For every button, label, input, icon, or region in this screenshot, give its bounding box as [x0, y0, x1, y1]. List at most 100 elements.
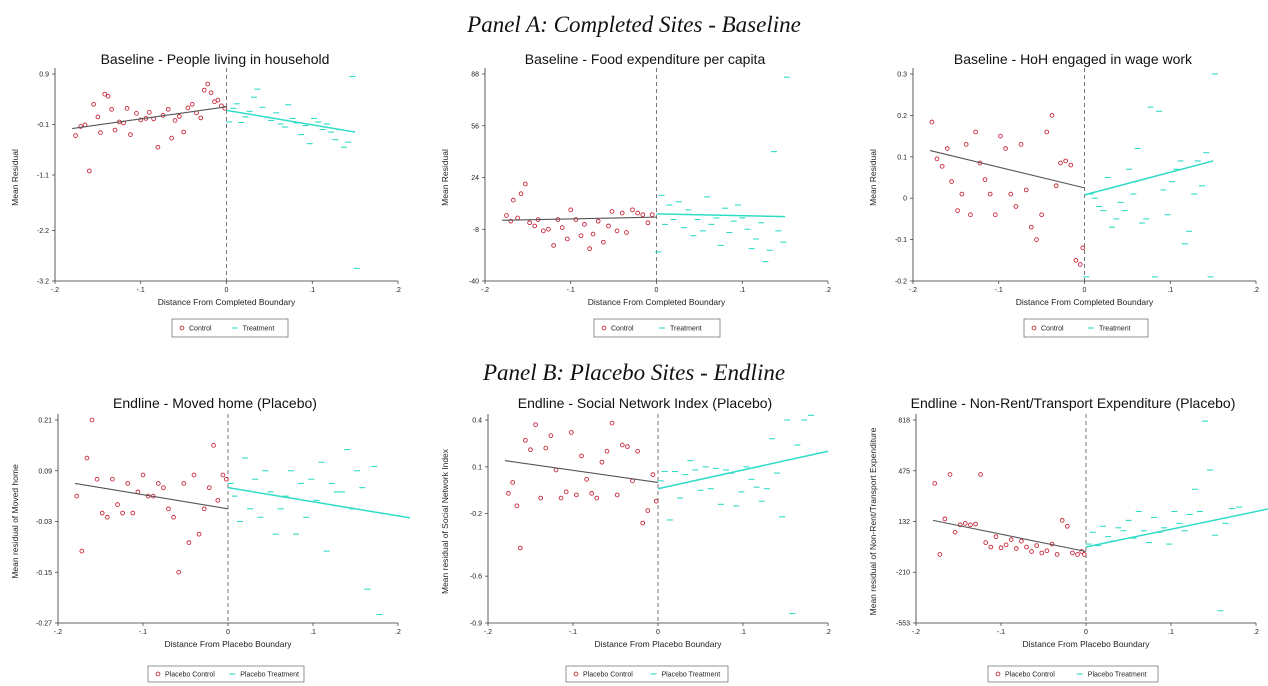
- c2-treatment-fit-line: [1084, 160, 1214, 196]
- c0-x-tick-label: .2: [395, 287, 401, 294]
- c5-control-point: [1039, 550, 1045, 556]
- c2-control-point: [987, 191, 993, 197]
- c1-control-point: [527, 220, 532, 226]
- c1-control-point: [515, 215, 520, 221]
- c5-legend: [987, 665, 1159, 683]
- c1-control-point: [590, 231, 596, 237]
- c2-control-point: [1080, 245, 1086, 251]
- c4-control-point: [553, 467, 559, 473]
- c2-control-point: [959, 191, 965, 197]
- c0-control-point: [105, 93, 111, 99]
- c1-y-tick-label: 88: [471, 72, 479, 79]
- c3-y-tick-label: -0.27: [36, 621, 52, 628]
- c5-control-point: [988, 544, 994, 550]
- c1-control-point: [587, 246, 592, 252]
- c2-x-label: Distance From Completed Boundary: [1016, 297, 1154, 307]
- c0-legend-treatment-label: Treatment: [243, 326, 275, 333]
- c5-control-point: [1054, 552, 1060, 557]
- c1-control-point: [614, 228, 620, 234]
- c3-x-tick-label: 0: [226, 629, 230, 636]
- c3-y-tick-label: 0.21: [38, 418, 52, 425]
- c5-control-point: [983, 540, 989, 545]
- c1-control-point: [649, 212, 655, 218]
- c4-control-point: [548, 433, 554, 438]
- c3-control-point: [74, 493, 80, 499]
- c4-control-point: [653, 498, 659, 504]
- c4-control-point: [650, 472, 656, 478]
- c2-control-point: [955, 208, 960, 213]
- c5-control-point: [978, 472, 983, 477]
- c2-control-point: [982, 177, 988, 182]
- c2-y-tick-label: -0.2: [895, 279, 907, 286]
- c2-y-tick-label: 0.1: [897, 154, 907, 161]
- c5-control-point: [1029, 549, 1034, 554]
- c2-control-point: [1063, 158, 1068, 164]
- c4-control-point: [640, 520, 646, 526]
- c2-control-point: [1044, 129, 1050, 135]
- c0-control-point: [215, 97, 221, 103]
- c4-control-point: [517, 545, 523, 551]
- c4-x-label: Distance From Placebo Boundary: [594, 639, 722, 649]
- c0-control-point: [169, 135, 174, 141]
- c1-x-tick-label: .2: [825, 287, 831, 294]
- c2-control-fit-line: [930, 150, 1085, 189]
- c4-control-point: [538, 495, 544, 501]
- c2-y-label: Mean Residual: [868, 149, 878, 206]
- c4-y-label: Mean residual of Social Network Index: [440, 448, 450, 594]
- c0-legend-control-label: Control: [189, 326, 212, 333]
- c0-treatment-fit-line: [226, 109, 356, 133]
- c4-control-point: [543, 445, 549, 451]
- c2-y-tick-label: 0.3: [897, 72, 907, 79]
- c2-x-tick-label: -.2: [909, 287, 917, 294]
- c3-control-point: [215, 498, 221, 503]
- c1-control-point: [564, 236, 570, 242]
- panel-b-title: Panel B: Placebo Sites - Endline: [482, 360, 786, 385]
- c4-control-point: [563, 489, 569, 495]
- c5-control-point: [1075, 552, 1080, 557]
- c5-control-point: [1024, 544, 1029, 550]
- c4-control-point: [506, 491, 511, 496]
- c4-control-point: [528, 447, 533, 453]
- c4-control-point: [635, 448, 640, 454]
- c2-x-tick-label: .1: [1167, 287, 1173, 294]
- c1-treatment-fit-line: [656, 213, 786, 218]
- c1-y-tick-label: -8: [473, 227, 479, 234]
- c5-control-point: [1044, 548, 1050, 554]
- c5-x-tick-label: -.2: [912, 629, 920, 636]
- c4-control-point: [514, 503, 520, 509]
- c4-title: Endline - Social Network Index (Placebo): [518, 395, 772, 411]
- c1-x-tick-label: -.1: [567, 287, 575, 294]
- c4-y-tick-label: -0.6: [470, 574, 482, 581]
- c3-control-point: [166, 506, 171, 512]
- c0-control-point: [189, 101, 195, 107]
- c0-control-point: [128, 132, 133, 137]
- c3-legend: [147, 665, 305, 683]
- c1-y-label: Mean Residual: [440, 149, 450, 206]
- c5-y-tick-label: 475: [898, 468, 910, 475]
- c5-control-point: [1070, 550, 1075, 556]
- c2-control-point: [963, 142, 969, 147]
- c1-x-tick-label: 0: [655, 287, 659, 294]
- c0-control-point: [102, 91, 108, 97]
- c2-control-point: [1077, 262, 1083, 267]
- c1-control-point: [635, 210, 640, 216]
- c3-control-point: [196, 531, 202, 537]
- c0-x-tick-label: -.1: [137, 287, 145, 294]
- c0-control-point: [176, 114, 182, 119]
- c5-y-tick-label: 818: [898, 418, 910, 425]
- c2-control-point: [1008, 191, 1014, 197]
- c2-control-point: [1013, 204, 1019, 209]
- c0-control-point: [91, 101, 96, 107]
- c2-control-point: [1023, 187, 1029, 193]
- c1-control-point: [609, 209, 615, 214]
- c0-control-point: [198, 115, 204, 121]
- c5-control-point: [998, 545, 1004, 551]
- c0-x-tick-label: 0: [225, 287, 229, 294]
- c0-y-tick-label: -0.1: [37, 122, 49, 129]
- c4-control-fit-line: [504, 460, 659, 484]
- c2-control-point: [1028, 224, 1034, 230]
- c4-control-point: [584, 476, 589, 482]
- c1-control-point: [532, 223, 538, 229]
- c4-control-point: [568, 430, 574, 435]
- c3-title: Endline - Moved home (Placebo): [113, 395, 317, 411]
